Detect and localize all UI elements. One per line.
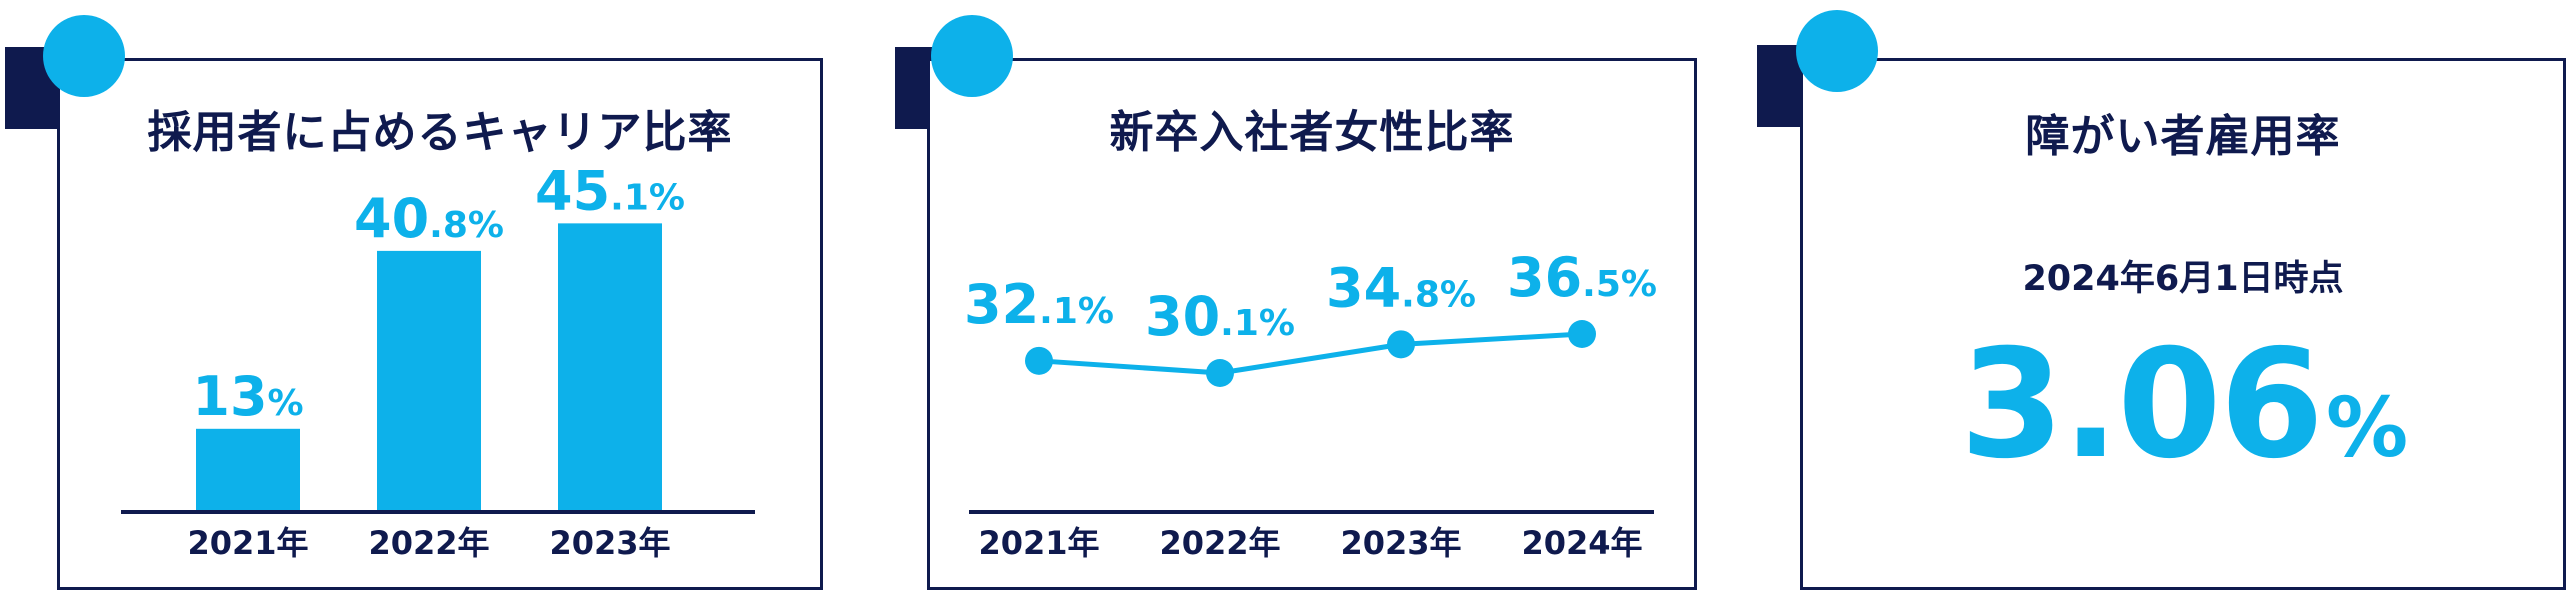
bar xyxy=(196,428,300,512)
value-label-decimal: .1% xyxy=(610,177,685,218)
data-point xyxy=(1206,359,1234,387)
decor-circle xyxy=(43,15,125,97)
value-label-int: 36 xyxy=(1507,246,1582,309)
card-frame xyxy=(1800,58,2566,590)
point-value-label: 32.1% xyxy=(964,273,1114,336)
value-label-decimal: .8% xyxy=(1401,274,1476,315)
value-label-decimal: .8% xyxy=(429,205,504,246)
value-label-int: 45 xyxy=(535,159,610,222)
bar-value-label: 40.8% xyxy=(354,187,504,250)
stat-value: 3.06 xyxy=(1959,318,2324,492)
value-label-decimal: .1% xyxy=(1039,291,1114,332)
x-tick-label: 2022年 xyxy=(1159,524,1280,562)
value-label-int: 30 xyxy=(1145,285,1220,348)
decor-circle xyxy=(1796,10,1878,92)
x-tick-label: 2023年 xyxy=(1340,524,1461,562)
x-tick-label: 2021年 xyxy=(187,524,308,562)
value-label-int: 13 xyxy=(192,365,267,428)
stat-value-wrap: 3.06% xyxy=(1800,318,2566,492)
bar-value-label: 45.1% xyxy=(535,159,685,222)
value-label-decimal: % xyxy=(268,383,304,424)
chart-title: 新卒入社者女性比率 xyxy=(1109,107,1515,158)
x-tick-label: 2022年 xyxy=(368,524,489,562)
value-label-decimal: .1% xyxy=(1220,303,1295,344)
stat-unit: % xyxy=(2325,381,2408,476)
x-tick-label: 2023年 xyxy=(549,524,670,562)
data-point xyxy=(1568,320,1596,348)
stat-title: 障がい者雇用率 xyxy=(2025,111,2341,162)
series-line xyxy=(1038,331,1583,376)
data-point xyxy=(1025,346,1053,375)
value-label-int: 40 xyxy=(354,187,429,250)
point-value-label: 36.5% xyxy=(1507,246,1657,309)
value-label-int: 34 xyxy=(1326,256,1401,319)
chart-title: 採用者に占めるキャリア比率 xyxy=(147,107,733,158)
bar-chart: 13% 2021年 40.8% 2022年 45.1% 2023年 xyxy=(121,159,755,562)
bar-value-label: 13% xyxy=(192,365,303,428)
card-frame xyxy=(927,58,1697,590)
data-point xyxy=(1387,330,1415,359)
value-label-int: 32 xyxy=(964,273,1039,336)
value-label-decimal: .5% xyxy=(1582,264,1657,305)
stat-date: 2024年6月1日時点 xyxy=(2022,259,2344,299)
decor-circle xyxy=(931,15,1013,97)
x-tick-label: 2021年 xyxy=(978,524,1099,562)
bar xyxy=(377,250,481,512)
x-tick-label: 2024年 xyxy=(1521,524,1642,562)
point-value-label: 34.8% xyxy=(1326,256,1476,319)
point-value-label: 30.1% xyxy=(1145,285,1295,348)
bar xyxy=(558,223,662,513)
